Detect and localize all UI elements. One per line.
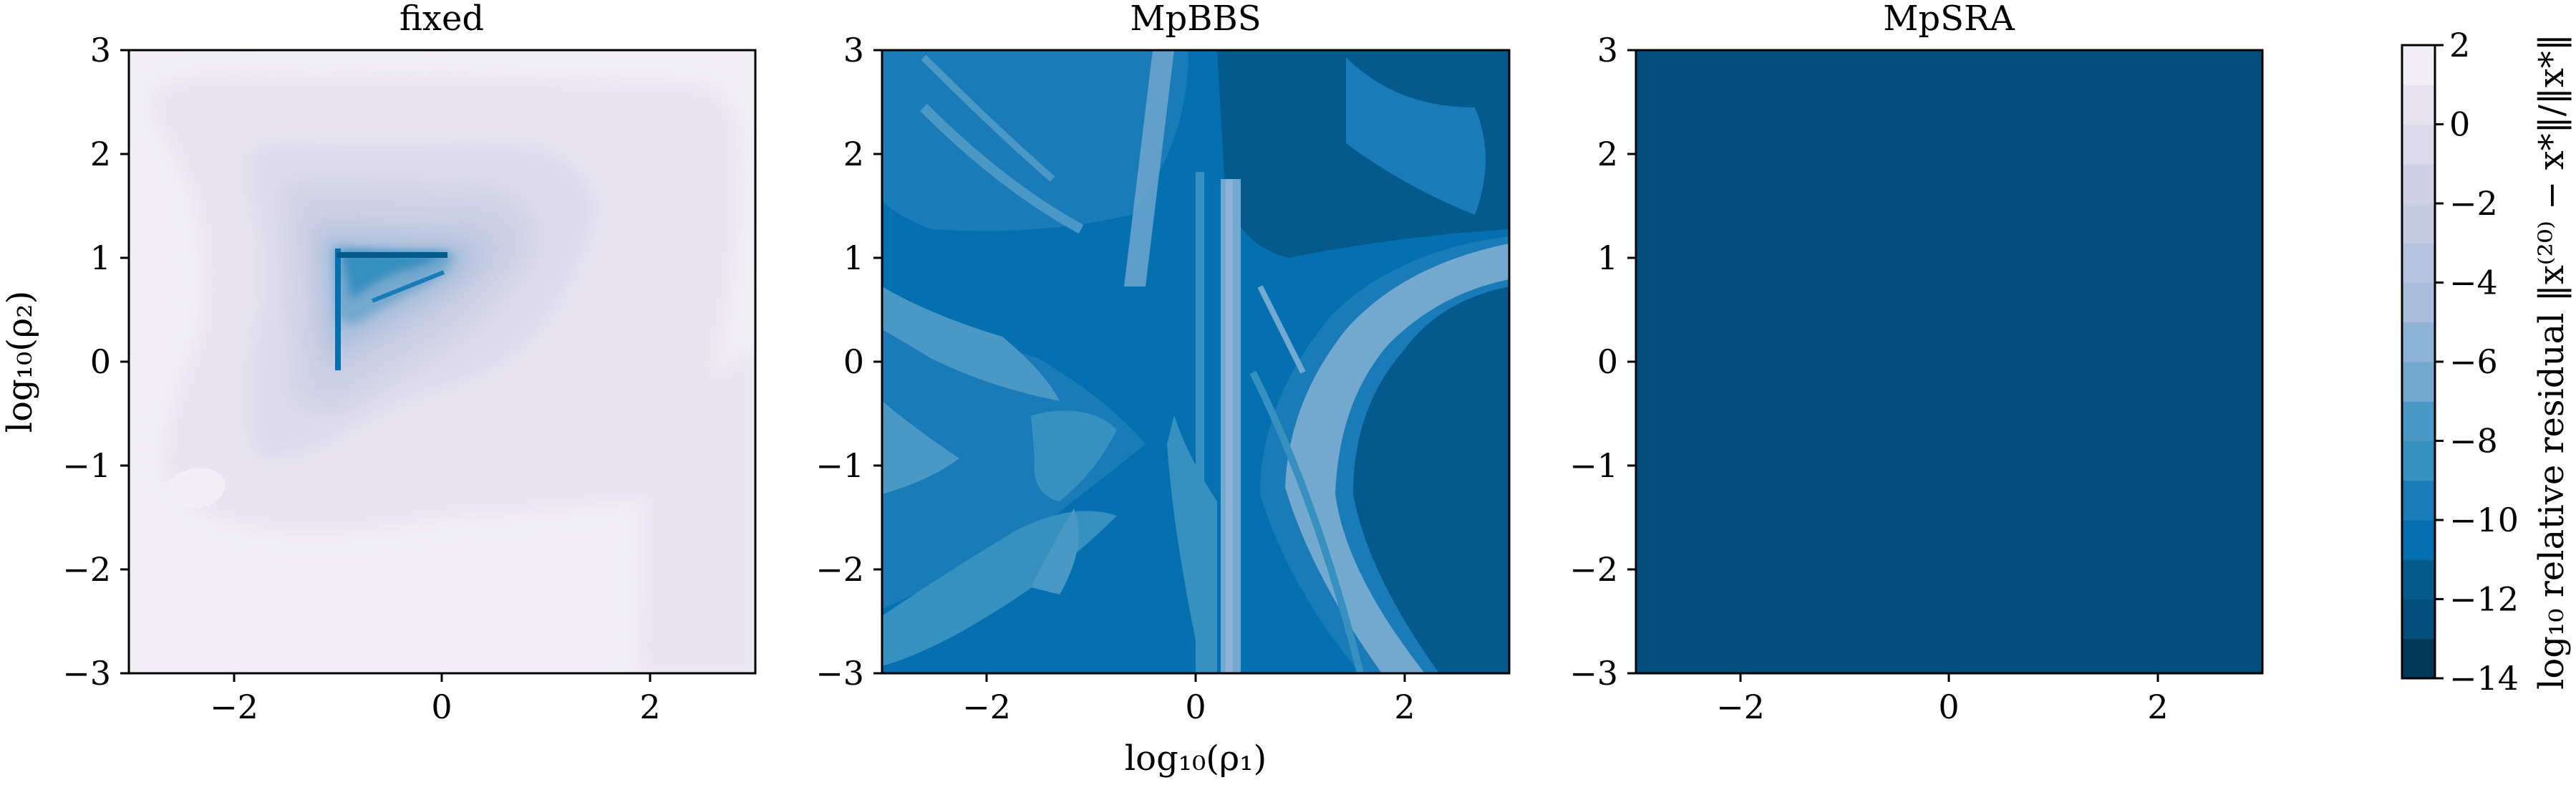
y-ticks-fixed (120, 49, 129, 675)
x-tick-label: −2 (962, 688, 1011, 726)
panel-title: fixed (400, 0, 484, 39)
heatmap-fixed (129, 50, 755, 673)
y-tick-label: 2 (843, 135, 864, 173)
colorbar-band (2402, 480, 2435, 521)
y-tick-label: 3 (843, 31, 864, 69)
x-ticks-fixed (233, 673, 652, 682)
y-tick-label: 2 (1597, 135, 1618, 173)
y-tick-label: 3 (1597, 31, 1618, 69)
x-tick-label: 2 (2147, 688, 2168, 726)
y-tick-label: 0 (90, 342, 111, 381)
colorbar-band (2402, 322, 2435, 362)
colorbar-label: log₁₀ relative residual ‖x⁽²⁰⁾ − x*‖/‖x*… (2532, 34, 2572, 690)
colorbar-ticks: 2 0 −2 −4 −6 −8 −10 −12 −14 (2435, 26, 2519, 698)
colorbar-band (2402, 163, 2435, 204)
colorbar-tick-label: −2 (2449, 184, 2498, 223)
colorbar-tick-label: 2 (2449, 26, 2470, 64)
colorbar-band (2402, 638, 2435, 679)
colorbar-tick-label: −14 (2449, 659, 2519, 698)
x-tick-label: 0 (431, 688, 452, 726)
colorbar-band (2402, 85, 2435, 125)
colorbar-band (2402, 45, 2435, 85)
y-tick-label: −1 (62, 446, 111, 485)
heatmap-mpsra (1636, 50, 2262, 673)
colorbar-tick-label: −8 (2449, 422, 2498, 461)
y-tick-label: −1 (815, 446, 864, 485)
y-tick-label: 1 (90, 239, 111, 277)
y-tick-label: 0 (843, 342, 864, 381)
colorbar-tick-label: −10 (2449, 501, 2519, 539)
colorbar-band (2402, 203, 2435, 244)
colorbar-bands (2402, 45, 2435, 679)
y-tick-label: −2 (62, 550, 111, 589)
y-tick-label: −2 (1569, 550, 1618, 589)
y-tick-label: −3 (815, 654, 864, 693)
x-tick-label: 2 (1394, 688, 1415, 726)
y-tick-label: −2 (815, 550, 864, 589)
y-ticks-mpsra (1627, 49, 1636, 675)
panel-mpsra: −2 0 2 3 2 1 0 −1 −2 −3 MpSRA (1569, 0, 2264, 726)
colorbar: 2 0 −2 −4 −6 −8 −10 −12 −14 log₁₀ relative resid… (2401, 26, 2572, 698)
colorbar-band (2402, 362, 2435, 402)
y-tick-label: −3 (1569, 654, 1618, 693)
y-tick-label: 2 (90, 135, 111, 173)
colorbar-tick-label: 0 (2449, 105, 2470, 144)
colorbar-band (2402, 243, 2435, 284)
panel-title: MpSRA (1883, 0, 2015, 39)
y-ticks-mpbbs (873, 49, 882, 675)
y-tick-label: 0 (1597, 342, 1618, 381)
x-ticks-mpbbs (985, 673, 1406, 682)
colorbar-tick-label: −4 (2449, 264, 2498, 302)
y-tick-label: 1 (843, 239, 864, 277)
colorbar-tick-label: −6 (2449, 342, 2498, 381)
x-tick-label: −2 (210, 688, 258, 726)
y-tick-label: −1 (1569, 446, 1618, 485)
colorbar-band (2402, 282, 2435, 323)
y-tick-label: 1 (1597, 239, 1618, 277)
colorbar-band (2402, 440, 2435, 481)
x-ticks-mpsra (1739, 673, 2159, 682)
y-tick-label: −3 (62, 654, 111, 693)
heatmap-mpbbs (882, 50, 1509, 673)
colorbar-band (2402, 124, 2435, 165)
panel-title: MpBBS (1130, 0, 1261, 39)
colorbar-band (2402, 559, 2435, 600)
x-tick-label: −2 (1716, 688, 1765, 726)
y-tick-label: 3 (90, 31, 111, 69)
x-tick-label: 2 (639, 688, 660, 726)
colorbar-band (2402, 401, 2435, 442)
panel-fixed: −2 0 2 3 2 1 0 −1 −2 −3 fixed (62, 0, 757, 726)
x-axis-label: log₁₀(ρ₁) (1125, 738, 1267, 779)
colorbar-tick-label: −12 (2449, 580, 2519, 619)
colorbar-band (2402, 599, 2435, 640)
y-axis-label: log₁₀(ρ₂) (0, 291, 40, 433)
x-tick-label: 0 (1938, 688, 1959, 726)
x-tick-label: 0 (1185, 688, 1206, 726)
panel-mpbbs: −2 0 2 3 2 1 0 −1 −2 −3 MpBBS (815, 0, 1511, 726)
colorbar-band (2402, 520, 2435, 560)
